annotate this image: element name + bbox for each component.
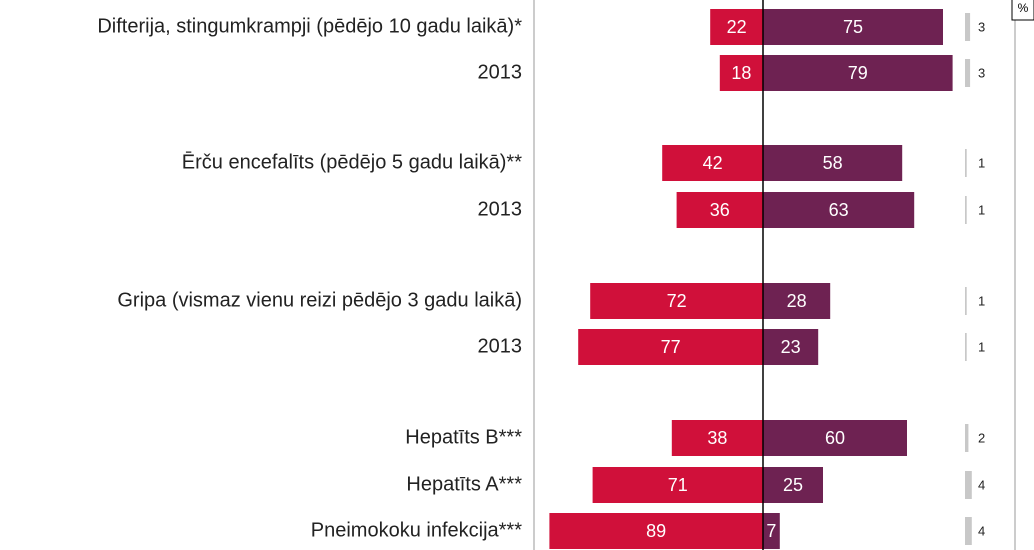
small-bar bbox=[965, 196, 967, 224]
small-bar bbox=[965, 517, 972, 545]
small-value-label: 1 bbox=[978, 202, 985, 217]
value-label: 58 bbox=[823, 153, 843, 173]
bar bbox=[763, 55, 953, 91]
category-label: Difterija, stingumkrampji (pēdējo 10 gad… bbox=[97, 15, 522, 37]
value-label: 22 bbox=[727, 17, 747, 37]
value-label: 42 bbox=[703, 153, 723, 173]
category-label: Hepatīts B*** bbox=[405, 426, 522, 448]
bar bbox=[763, 145, 903, 181]
category-label: Gripa (vismaz vienu reizi pēdējo 3 gadu … bbox=[117, 289, 522, 311]
value-label: 75 bbox=[843, 17, 863, 37]
unit-box bbox=[1011, 0, 1034, 21]
value-label: 28 bbox=[787, 291, 807, 311]
bar bbox=[763, 9, 943, 45]
bar bbox=[671, 420, 763, 456]
category-label: 2013 bbox=[478, 61, 523, 83]
value-label: 36 bbox=[710, 200, 730, 220]
bar bbox=[763, 420, 907, 456]
category-label: 2013 bbox=[478, 335, 523, 357]
value-label: 89 bbox=[646, 521, 666, 541]
unit-label: % bbox=[1018, 1, 1029, 15]
bar bbox=[763, 329, 819, 365]
category-label: Pneimokoku infekcija*** bbox=[311, 519, 522, 541]
value-label: 71 bbox=[668, 475, 688, 495]
bar bbox=[590, 283, 763, 319]
small-value-label: 1 bbox=[978, 339, 985, 354]
small-bar bbox=[965, 149, 967, 177]
small-value-label: 4 bbox=[978, 523, 985, 538]
value-label: 79 bbox=[848, 63, 868, 83]
small-bar bbox=[965, 59, 971, 87]
value-label: 23 bbox=[781, 337, 801, 357]
bar bbox=[578, 329, 763, 365]
bar bbox=[763, 192, 915, 228]
plot-frame bbox=[533, 0, 1016, 550]
bar bbox=[549, 513, 763, 549]
bar bbox=[662, 145, 763, 181]
small-value-label: 3 bbox=[978, 65, 985, 80]
value-label: 77 bbox=[661, 337, 681, 357]
value-label: 7 bbox=[766, 521, 776, 541]
bar bbox=[763, 513, 780, 549]
value-label: 25 bbox=[783, 475, 803, 495]
bar bbox=[719, 55, 763, 91]
category-label: 2013 bbox=[478, 198, 523, 220]
small-value-label: 1 bbox=[978, 293, 985, 308]
small-bar bbox=[965, 424, 969, 452]
small-bar bbox=[965, 13, 971, 41]
bar bbox=[676, 192, 763, 228]
category-label: Ērču encefalīts (pēdējo 5 gadu laikā)** bbox=[182, 150, 522, 173]
small-bar bbox=[965, 471, 972, 499]
small-bar bbox=[965, 333, 967, 361]
value-label: 60 bbox=[825, 428, 845, 448]
small-value-label: 1 bbox=[978, 155, 985, 170]
bar bbox=[710, 9, 763, 45]
category-label: Hepatīts A*** bbox=[406, 473, 522, 495]
value-label: 63 bbox=[829, 200, 849, 220]
bar bbox=[763, 283, 831, 319]
bar bbox=[592, 467, 763, 503]
small-bar bbox=[965, 287, 967, 315]
bar bbox=[763, 467, 823, 503]
value-label: 18 bbox=[731, 63, 751, 83]
small-value-label: 3 bbox=[978, 19, 985, 34]
small-value-label: 4 bbox=[978, 477, 985, 492]
value-label: 72 bbox=[667, 291, 687, 311]
small-value-label: 2 bbox=[978, 430, 985, 445]
value-label: 38 bbox=[707, 428, 727, 448]
